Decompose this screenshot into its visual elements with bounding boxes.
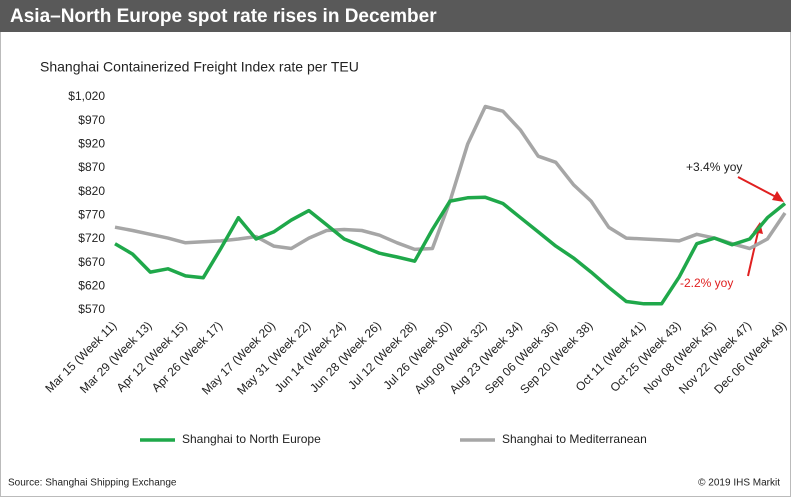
y-tick-label: $670 [78, 255, 105, 269]
y-tick-label: $720 [78, 231, 105, 245]
y-tick-label: $970 [78, 113, 105, 127]
arrow-head [772, 191, 784, 202]
y-tick-label: $1,020 [68, 89, 105, 103]
chart-title: Asia–North Europe spot rate rises in Dec… [10, 6, 437, 27]
y-tick-label: $870 [78, 160, 105, 174]
annotation: +3.4% yoy [686, 160, 742, 174]
title-bar [0, 0, 791, 32]
y-tick-label: $770 [78, 208, 105, 222]
chart-subtitle: Shanghai Containerized Freight Index rat… [40, 59, 359, 75]
arrow [747, 231, 759, 277]
y-tick-label: $570 [78, 302, 105, 316]
credit: © 2019 IHS Markit [698, 478, 780, 489]
y-tick-label: $920 [78, 137, 105, 151]
arrow [737, 176, 779, 199]
y-tick-label: $820 [78, 184, 105, 198]
annotation: -2.2% yoy [680, 276, 733, 290]
legend-label: Shanghai to North Europe [182, 432, 321, 446]
source: Source: Shanghai Shipping Exchange [8, 478, 177, 489]
y-tick-label: $620 [78, 279, 105, 293]
series-line [114, 195, 787, 306]
legend-label: Shanghai to Mediterranean [502, 432, 647, 446]
